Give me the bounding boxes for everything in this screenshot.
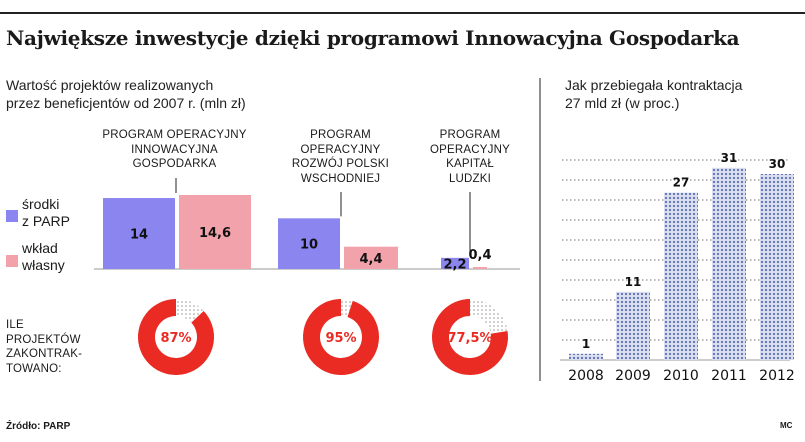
program-label-line: LUDZKI [448,172,492,185]
contracted-label-line: ZAKONTRAK- [6,348,83,360]
right-subtitle-line-2: 27 mld zł (w proc.) [565,95,680,111]
bar-own [344,246,398,269]
bar-value-label: 31 [721,151,738,165]
legend-label-parp: środki z PARP [22,196,70,230]
bar-value-label: 27 [673,176,690,190]
bar-value-label: 0,4 [468,248,491,263]
legend-swatch-parp [6,210,18,222]
bar-value-label: 14 [130,228,148,243]
bar-value-label: 10 [300,238,318,253]
bar-year [569,353,603,360]
program-label-ig: PROGRAM OPERACYJNY INNOWACYJNA GOSPODARK… [82,128,267,172]
program-label-line: PROGRAM OPERACYJNY [102,129,247,141]
author-credit: MC [780,421,793,430]
donut-value-label: 87% [160,331,191,346]
donut-slice [432,299,508,375]
bar-parp [103,198,175,269]
x-tick-label: 2008 [568,368,604,384]
bar-year [664,192,698,360]
x-tick-label: 2011 [711,368,747,384]
program-label-line: INNOWACYJNA [131,143,218,156]
top-rule [0,12,805,14]
donut-value-label: 95% [325,331,356,346]
program-label-line: GOSPODARKA [132,158,217,170]
investment-bars: 14 14,6 10 4,4 2,20,4 [94,178,520,272]
legend-label-line: wkład [22,240,58,256]
bar-value-label: 14,6 [199,226,231,241]
bar-own [179,195,251,269]
contracted-donuts: 87% 95% 77,5% [138,299,508,375]
program-label-line: KAPITAŁ [446,158,494,170]
page-title: Największe inwestycje dzięki programowi … [6,26,740,50]
bar-value-label: 30 [769,157,786,171]
bar-value-label: 11 [625,275,642,289]
bar-own [473,266,487,269]
left-subtitle-line-2: przez beneficjentów od 2007 r. (mln zł) [6,95,246,111]
bar-value-label: 2,2 [443,257,466,272]
contracted-label-line: ILE [6,319,24,331]
x-tick-label: 2010 [663,368,699,384]
bar-year [712,167,746,360]
program-label-line: PROGRAM [310,129,371,141]
legend-label-line: środki [22,196,60,212]
program-label-line: OPERACYJNY [300,143,381,156]
program-label-line: ROZWÓJ POLSKI [291,158,390,170]
program-label-line: PROGRAM [439,129,501,141]
source-note: Źródło: PARP [6,421,71,432]
contracted-label-line: PROJEKTÓW [6,333,81,346]
donut-value-label: 77,5% [447,331,492,346]
bar-year [760,174,794,360]
bar-parp [278,218,340,269]
x-tick-label: 2009 [615,368,651,384]
legend-label-line: z PARP [22,213,70,229]
contracting-bars: 1 2008 11 2009 27 2010 31 2011 30 2012 [539,78,795,384]
program-label-line: WSCHODNIEJ [300,172,381,185]
legend-label-own: wkład własny [22,240,65,274]
program-label-kl: PROGRAM OPERACYJNY KAPITAŁ LUDZKI [415,128,525,186]
right-subtitle: Jak przebiegała kontraktacja 27 mld zł (… [565,76,742,112]
legend-label-line: własny [22,257,65,273]
left-subtitle-line-1: Wartość projektów realizowanych [6,77,214,93]
donut-slice [303,299,379,375]
program-label-line: OPERACYJNY [430,143,510,156]
legend-swatch-own [6,255,18,267]
x-tick-label: 2012 [759,368,795,384]
bar-value-label: 1 [582,337,590,351]
contracted-label: ILE PROJEKTÓW ZAKONTRAK- TOWANO: [6,318,82,376]
left-subtitle: Wartość projektów realizowanych przez be… [6,76,246,112]
right-subtitle-line-1: Jak przebiegała kontraktacja [565,77,743,93]
bar-value-label: 4,4 [359,252,382,267]
donut-slice [138,299,214,375]
bar-year [616,291,650,360]
bar-parp [441,257,469,269]
contracted-label-line: TOWANO: [6,362,62,375]
program-label-rpw: PROGRAM OPERACYJNY ROZWÓJ POLSKI WSCHODN… [268,128,413,186]
